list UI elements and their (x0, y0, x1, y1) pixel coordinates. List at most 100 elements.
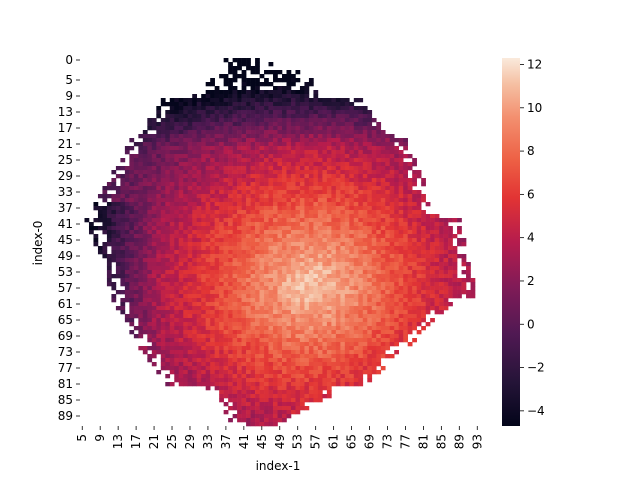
heatmap-cell (169, 318, 175, 323)
heatmap-cell (268, 134, 274, 139)
heatmap-cell (407, 306, 413, 311)
heatmap-cell (407, 342, 413, 347)
heatmap-cell (282, 334, 287, 339)
heatmap-cell (273, 294, 278, 299)
heatmap-cell (273, 370, 278, 375)
heatmap-cell (385, 262, 391, 267)
heatmap-cell (394, 174, 400, 179)
heatmap-cell (268, 242, 274, 247)
heatmap-cell (196, 174, 202, 179)
heatmap-cell (156, 110, 162, 115)
heatmap-cell (313, 274, 319, 279)
heatmap-cell (142, 210, 148, 215)
heatmap-cell (259, 326, 265, 331)
heatmap-cell (308, 374, 314, 379)
heatmap-cell (380, 322, 386, 327)
heatmap-cell (317, 182, 323, 187)
heatmap-cell (268, 294, 274, 299)
heatmap-cell (268, 410, 274, 415)
heatmap-cell (106, 258, 112, 263)
heatmap-cell (349, 338, 355, 343)
heatmap-cell (196, 382, 202, 387)
heatmap-cell (210, 206, 215, 211)
heatmap-cell (290, 122, 296, 127)
heatmap-cell (183, 250, 189, 255)
heatmap-cell (228, 118, 233, 123)
heatmap-cell (317, 386, 323, 391)
heatmap-cell (371, 278, 377, 283)
heatmap-cell (466, 290, 471, 295)
heatmap-cell (286, 330, 292, 335)
heatmap-cell (380, 182, 386, 187)
heatmap-cell (219, 102, 224, 107)
heatmap-cell (425, 286, 431, 291)
heatmap-cell (286, 298, 292, 303)
heatmap-cell (120, 246, 126, 251)
heatmap-cell (290, 174, 296, 179)
heatmap-cell (129, 218, 135, 223)
heatmap-cell (241, 122, 247, 127)
heatmap-cell (223, 118, 229, 123)
heatmap-cell (106, 206, 112, 211)
heatmap-cell (259, 346, 265, 351)
heatmap-cell (425, 302, 431, 307)
heatmap-cell (277, 70, 283, 75)
heatmap-cell (219, 162, 224, 167)
heatmap-cell (255, 154, 260, 159)
heatmap-cell (344, 198, 350, 203)
heatmap-cell (138, 262, 144, 267)
heatmap-cell (322, 318, 328, 323)
heatmap-cell (362, 322, 368, 327)
heatmap-cell (129, 330, 135, 335)
heatmap-cell (412, 218, 417, 223)
heatmap-cell (259, 74, 265, 79)
heatmap-cell (250, 226, 256, 231)
heatmap-cell (178, 270, 184, 275)
heatmap-cell (389, 342, 395, 347)
heatmap-cell (380, 302, 386, 307)
heatmap-cell (326, 214, 332, 219)
heatmap-cell (93, 234, 99, 239)
heatmap-cell (169, 226, 175, 231)
heatmap-cell (241, 414, 247, 419)
heatmap-cell (133, 334, 139, 339)
heatmap-cell (165, 186, 171, 191)
heatmap-cell (416, 298, 422, 303)
heatmap-cell (362, 354, 368, 359)
heatmap-cell (241, 70, 247, 75)
heatmap-cell (241, 230, 247, 235)
heatmap-cell (178, 326, 184, 331)
heatmap-cell (304, 194, 310, 199)
heatmap-cell (331, 230, 337, 235)
heatmap-cell (362, 342, 368, 347)
heatmap-cell (259, 410, 265, 415)
heatmap-cell (169, 178, 175, 183)
heatmap-cell (403, 234, 408, 239)
heatmap-cell (120, 190, 126, 195)
heatmap-cell (273, 390, 278, 395)
heatmap-cell (295, 178, 301, 183)
heatmap-cell (151, 154, 157, 159)
heatmap-cell (169, 298, 175, 303)
heatmap-cell (205, 366, 211, 371)
heatmap-cell (282, 282, 287, 287)
heatmap-cell (237, 362, 242, 367)
heatmap-cell (299, 266, 305, 271)
heatmap-cell (304, 286, 310, 291)
heatmap-cell (286, 346, 292, 351)
heatmap-cell (282, 238, 287, 243)
heatmap-cell (362, 198, 368, 203)
heatmap-cell (241, 214, 247, 219)
heatmap-cell (322, 338, 328, 343)
heatmap-cell (322, 258, 328, 263)
heatmap-cell (264, 402, 269, 407)
heatmap-cell (421, 246, 426, 251)
heatmap-cell (273, 266, 278, 271)
heatmap-cell (223, 126, 229, 131)
heatmap-cell (367, 362, 373, 367)
heatmap-cell (340, 362, 346, 367)
heatmap-cell (286, 394, 292, 399)
heatmap-cell (344, 182, 350, 187)
heatmap-cell (196, 378, 202, 383)
heatmap-cell (313, 210, 319, 215)
